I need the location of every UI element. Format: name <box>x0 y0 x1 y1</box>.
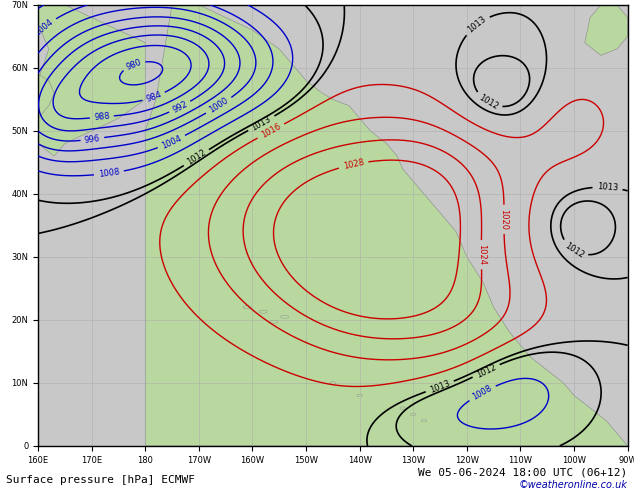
Text: 1028: 1028 <box>342 158 365 171</box>
Text: 996: 996 <box>84 134 101 145</box>
Ellipse shape <box>259 310 267 313</box>
Text: ©weatheronline.co.uk: ©weatheronline.co.uk <box>519 480 628 490</box>
Polygon shape <box>27 74 54 118</box>
Ellipse shape <box>330 382 335 384</box>
Text: 984: 984 <box>145 90 163 104</box>
Ellipse shape <box>400 407 405 409</box>
Text: 980: 980 <box>125 57 143 72</box>
Ellipse shape <box>357 394 362 397</box>
Text: 1012: 1012 <box>475 362 498 379</box>
Ellipse shape <box>270 320 278 323</box>
Text: 1024: 1024 <box>477 244 486 265</box>
Text: 1013: 1013 <box>597 182 618 193</box>
Text: 1008: 1008 <box>98 168 120 179</box>
Text: 988: 988 <box>93 112 110 122</box>
Text: 1016: 1016 <box>259 122 282 140</box>
Text: Surface pressure [hPa] ECMWF: Surface pressure [hPa] ECMWF <box>6 475 195 485</box>
Polygon shape <box>145 5 628 446</box>
Text: 1013: 1013 <box>429 378 451 394</box>
Text: 1004: 1004 <box>33 17 55 38</box>
Text: 1013: 1013 <box>250 114 273 132</box>
Text: 1020: 1020 <box>500 209 508 230</box>
Text: We 05-06-2024 18:00 UTC (06+12): We 05-06-2024 18:00 UTC (06+12) <box>418 468 628 478</box>
Text: 1012: 1012 <box>563 241 585 260</box>
Ellipse shape <box>281 315 288 318</box>
Ellipse shape <box>243 306 251 309</box>
Ellipse shape <box>422 419 427 422</box>
Polygon shape <box>27 5 145 156</box>
Polygon shape <box>585 5 628 55</box>
Text: 1008: 1008 <box>471 384 494 402</box>
Text: 1000: 1000 <box>207 96 230 115</box>
Text: 992: 992 <box>171 99 189 115</box>
Text: 1013: 1013 <box>466 15 488 35</box>
Ellipse shape <box>411 413 416 416</box>
Text: 1012: 1012 <box>185 148 207 167</box>
Text: 1004: 1004 <box>160 133 183 150</box>
Text: 1012: 1012 <box>477 93 500 111</box>
